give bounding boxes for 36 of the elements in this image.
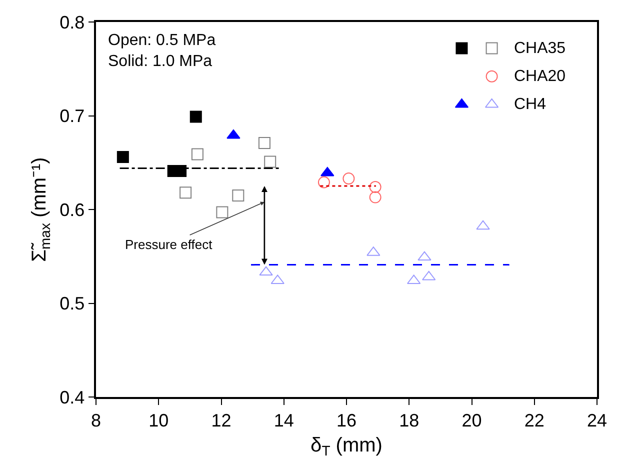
point <box>216 206 228 218</box>
point <box>259 266 273 276</box>
point <box>190 110 202 123</box>
point <box>116 151 129 163</box>
point <box>342 172 355 185</box>
x-tick-label: 8 <box>90 410 102 430</box>
point <box>180 186 192 199</box>
point <box>318 176 330 188</box>
y-tick-label: 0.8 <box>60 12 85 32</box>
x-tick-label: 10 <box>148 410 169 430</box>
legend-label: CH4 <box>514 96 546 113</box>
point <box>191 148 204 160</box>
annotation: Open: 0.5 MPa Solid: 1.0 MPa <box>108 32 216 70</box>
point <box>418 251 432 261</box>
legend-label: CHA20 <box>514 68 566 85</box>
x-tick-label: 22 <box>524 410 544 430</box>
point <box>476 220 490 230</box>
x-tick-label: 16 <box>336 410 357 430</box>
x-tick-label: 24 <box>586 410 608 430</box>
y-tick-label: 0.4 <box>60 387 85 408</box>
point <box>264 156 276 168</box>
legend-label: CHA35 <box>514 40 566 57</box>
point <box>232 189 244 202</box>
point <box>320 166 334 176</box>
x-tick-label: 12 <box>211 410 232 430</box>
x-tick-label: 20 <box>462 410 482 430</box>
x-axis-title: δ$_{T}$ (mm) <box>310 434 382 459</box>
x-tick-label: 14 <box>274 410 294 430</box>
point <box>369 191 382 204</box>
annotation: Pressure effect <box>125 237 213 252</box>
y-tick-label: 0.7 <box>60 106 85 126</box>
point <box>369 181 382 193</box>
y-tick-label: 0.5 <box>60 294 85 314</box>
x-tick-label: 18 <box>399 410 420 430</box>
y-tick-label: 0.6 <box>60 200 85 220</box>
point <box>258 136 270 149</box>
